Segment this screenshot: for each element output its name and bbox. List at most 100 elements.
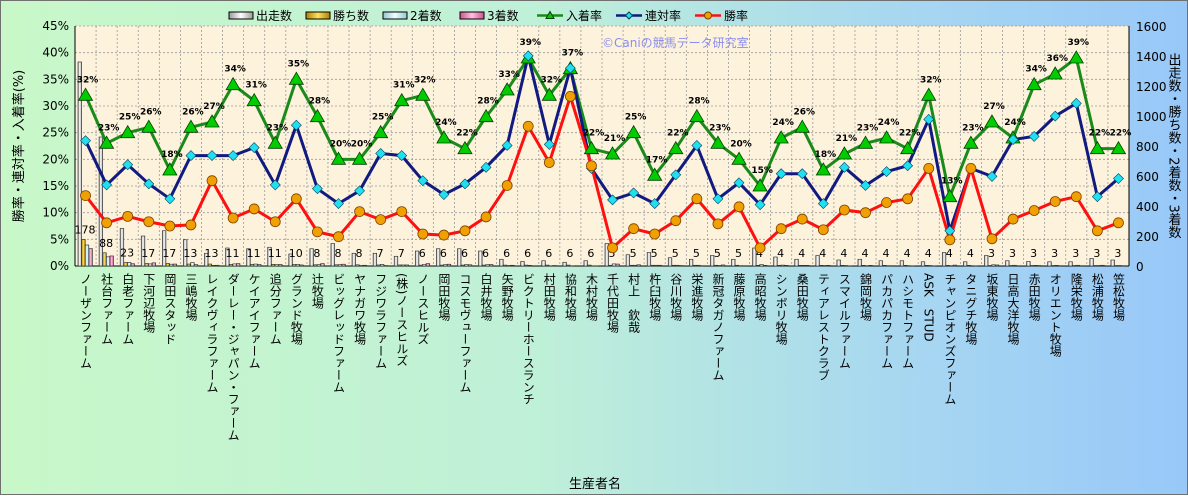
circle-marker [924, 163, 934, 173]
bar-second [528, 265, 532, 266]
win-count-label: 5 [651, 247, 658, 260]
x-category-label: ASK STUD [922, 273, 936, 342]
watermark: ©Caniの競馬データ研究室 [602, 35, 749, 50]
circle-marker [418, 229, 428, 239]
bar-wins [124, 263, 128, 266]
placed-rate-label: 24% [772, 118, 794, 128]
circle-marker [713, 219, 723, 229]
x-category-label: 協和牧場 [563, 272, 577, 322]
circle-marker [376, 215, 386, 225]
x-category-label: 社台ファーム [100, 272, 114, 345]
bar-second [338, 265, 342, 266]
win-count-label: 8 [334, 247, 341, 260]
circle-marker [755, 243, 765, 253]
bar-third [827, 265, 831, 266]
placed-rate-label: 28% [477, 97, 499, 107]
circle-marker [608, 243, 618, 253]
circle-marker [502, 180, 512, 190]
bar-third [321, 264, 325, 266]
bar-wins [609, 265, 613, 266]
placed-rate-label: 33% [498, 70, 520, 80]
x-category-label: 笠松牧場 [1111, 272, 1125, 322]
placed-rate-label: 22% [1110, 129, 1132, 139]
bar-third [405, 265, 409, 266]
left-tick-label: 0% [50, 259, 69, 273]
win-count-label: 3 [1072, 247, 1079, 260]
x-axis-title: 生産者名 [569, 476, 621, 492]
placed-rate-label: 23% [98, 123, 120, 133]
bar-wins [588, 265, 592, 266]
legend-label: 勝ち数 [333, 8, 369, 23]
placed-rate-label: 36% [1046, 54, 1068, 64]
x-category-label: ビクトリーホースランチ [521, 273, 535, 405]
win-count-label: 8 [313, 247, 320, 260]
bar-wins [630, 265, 634, 266]
win-count-label: 6 [461, 247, 468, 260]
win-count-label: 4 [777, 247, 784, 260]
right-axis-title: 出走数・勝ち数・2着数・3着数 [1166, 53, 1182, 239]
x-category-label: ティアレストクラブ [816, 273, 830, 381]
placed-rate-label: 32% [414, 75, 436, 85]
bar-wins [398, 265, 402, 266]
bar-second [465, 265, 469, 267]
circle-marker [123, 211, 133, 221]
left-axis-title: 勝率・連対率・入着率(%) [11, 70, 27, 223]
circle-marker [207, 176, 217, 186]
bar-third [637, 265, 641, 266]
bar-third [152, 263, 156, 266]
placed-rate-label: 32% [77, 75, 99, 85]
win-count-label: 11 [268, 247, 282, 260]
placed-rate-label: 23% [709, 123, 731, 133]
win-count-label: 5 [693, 247, 700, 260]
left-tick-label: 40% [42, 46, 69, 60]
right-tick-label: 600 [1136, 170, 1159, 184]
bar-third [658, 265, 662, 266]
bar-second [380, 264, 384, 266]
bar-third [784, 265, 788, 266]
legend-swatch-bar [460, 12, 484, 19]
x-category-label: 村上 欽哉 [627, 273, 641, 333]
bar-wins [440, 265, 444, 266]
circle-marker [1050, 196, 1060, 206]
win-count-label: 3 [1009, 247, 1016, 260]
placed-rate-label: 26% [182, 107, 204, 117]
legend-label: 3着数 [487, 8, 519, 23]
legend-swatch-bar [306, 12, 330, 19]
x-category-label: チャンピオンズファーム [943, 273, 957, 405]
circle-marker [460, 226, 470, 236]
bar-second [148, 264, 152, 266]
bar-starts [1048, 262, 1052, 266]
bar-second [254, 264, 258, 266]
bar-wins [145, 263, 149, 266]
circle-marker [903, 194, 913, 204]
left-tick-label: 15% [42, 179, 69, 193]
win-count-label: 7 [398, 247, 405, 260]
bar-wins [482, 265, 486, 266]
x-category-label: 松浦牧場 [1090, 273, 1104, 322]
bar-starts [500, 259, 504, 266]
x-category-label: コスモヴューファーム [458, 273, 472, 393]
legend-label: 2着数 [410, 8, 442, 23]
placed-rate-label: 22% [456, 129, 478, 139]
bar-second [760, 265, 764, 267]
bar-starts [921, 262, 925, 266]
bar-second [444, 265, 448, 266]
bar-second [233, 264, 237, 266]
bar-starts [563, 262, 567, 266]
right-tick-label: 1200 [1136, 80, 1167, 94]
bar-second [170, 264, 174, 266]
bar-wins [166, 263, 170, 266]
bar-third [300, 265, 304, 266]
circle-marker [1071, 192, 1081, 202]
circle-marker [481, 212, 491, 222]
circle-marker [544, 158, 554, 168]
bar-wins [187, 264, 191, 266]
bar-wins [377, 265, 381, 266]
bar-wins [82, 239, 86, 266]
win-count-label: 11 [247, 247, 261, 260]
bar-second [127, 262, 131, 266]
x-category-label: ハシモトファーム [901, 273, 915, 369]
circle-marker [1029, 206, 1039, 216]
right-tick-label: 1000 [1136, 110, 1167, 124]
